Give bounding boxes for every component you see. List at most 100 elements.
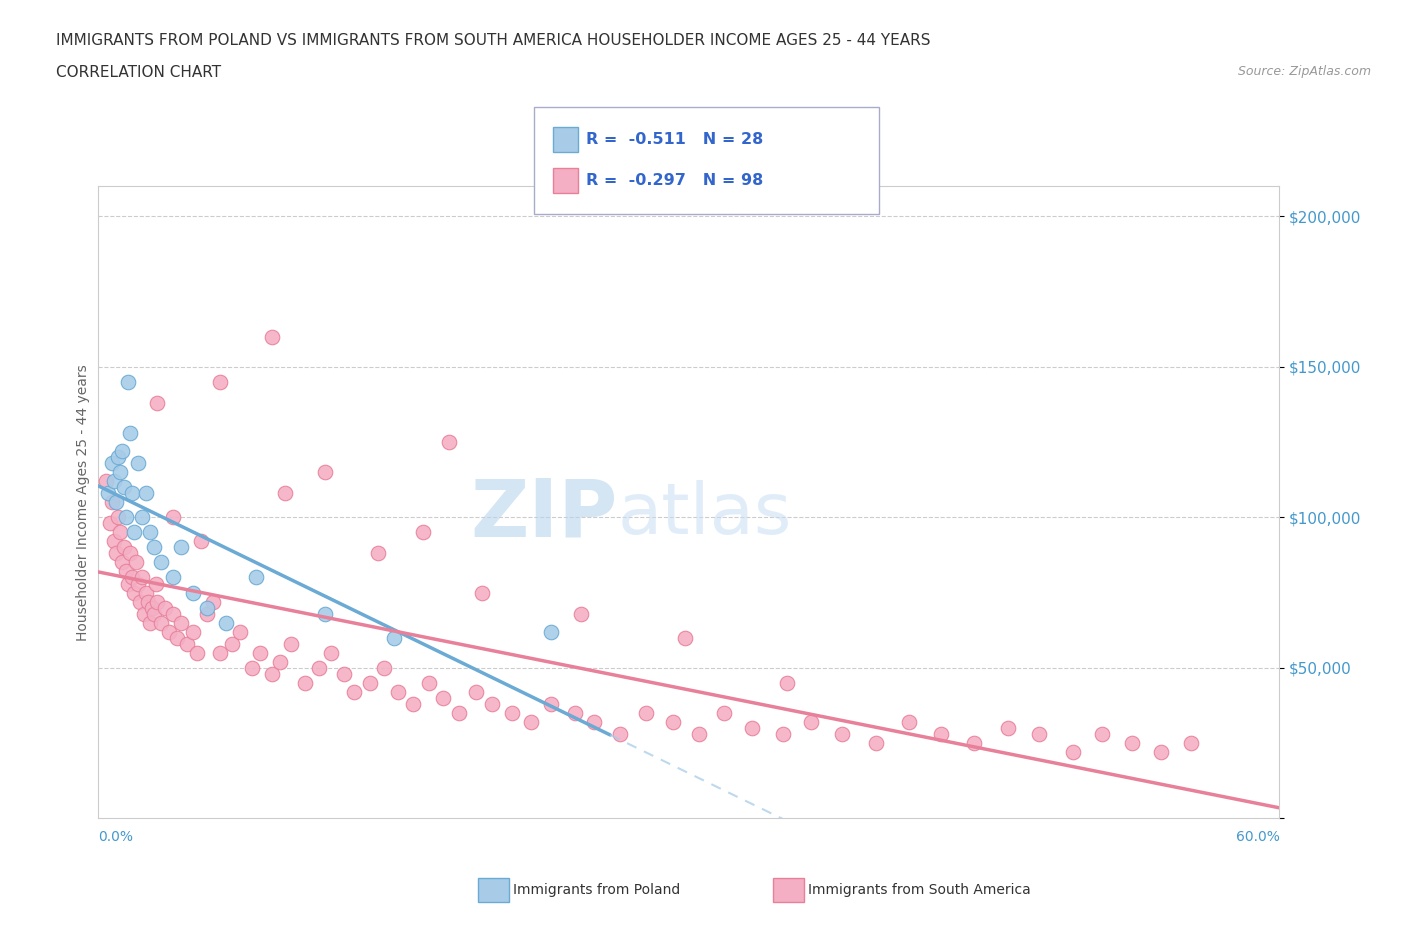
Point xyxy=(929,726,952,741)
Point xyxy=(280,636,302,651)
Point xyxy=(112,480,135,495)
Text: IMMIGRANTS FROM POLAND VS IMMIGRANTS FROM SOUTH AMERICA HOUSEHOLDER INCOME AGES : IMMIGRANTS FROM POLAND VS IMMIGRANTS FRO… xyxy=(56,33,931,47)
Point xyxy=(107,449,129,464)
Point xyxy=(402,697,425,711)
Point xyxy=(776,675,799,690)
Point xyxy=(465,684,488,699)
Point xyxy=(108,525,131,539)
Point xyxy=(181,585,204,600)
Point xyxy=(831,726,853,741)
Point xyxy=(963,736,986,751)
Point xyxy=(176,636,198,651)
Point xyxy=(249,645,271,660)
Point xyxy=(260,329,283,344)
Point xyxy=(195,600,218,615)
Point xyxy=(481,697,503,711)
Point xyxy=(1121,736,1143,751)
Point xyxy=(800,714,823,729)
Point xyxy=(115,510,138,525)
Point xyxy=(432,690,454,705)
Text: atlas: atlas xyxy=(619,481,793,550)
Point xyxy=(359,675,381,690)
Point xyxy=(150,555,173,570)
Point xyxy=(138,525,160,539)
Point xyxy=(343,684,366,699)
Text: R =  -0.511   N = 28: R = -0.511 N = 28 xyxy=(586,132,763,147)
Point xyxy=(1062,745,1084,760)
Point xyxy=(269,655,291,670)
Point xyxy=(131,570,153,585)
Point xyxy=(609,726,631,741)
Point xyxy=(101,495,124,510)
Point xyxy=(447,706,470,721)
Text: ZIP: ZIP xyxy=(471,476,619,554)
Point xyxy=(240,660,263,675)
Point xyxy=(162,510,184,525)
Text: R =  -0.297   N = 98: R = -0.297 N = 98 xyxy=(586,173,763,188)
Point xyxy=(122,525,145,539)
Point xyxy=(382,631,405,645)
Point xyxy=(157,624,180,639)
Point xyxy=(135,585,157,600)
Point xyxy=(118,546,141,561)
Point xyxy=(145,576,167,591)
Point xyxy=(111,555,134,570)
Point xyxy=(412,525,434,539)
Point xyxy=(501,706,523,721)
Point xyxy=(170,540,193,555)
Point xyxy=(713,706,735,721)
Point xyxy=(741,721,763,736)
Text: 0.0%: 0.0% xyxy=(98,830,134,844)
Point xyxy=(308,660,330,675)
Point xyxy=(437,434,460,449)
Text: Immigrants from Poland: Immigrants from Poland xyxy=(513,883,681,897)
Point xyxy=(136,594,159,609)
Point xyxy=(142,606,165,621)
Point xyxy=(97,485,120,500)
Point xyxy=(1180,736,1202,751)
Point xyxy=(117,576,139,591)
Point xyxy=(373,660,395,675)
Point xyxy=(122,585,145,600)
Point xyxy=(127,576,149,591)
Point xyxy=(997,721,1019,736)
Point xyxy=(103,473,125,488)
Point xyxy=(274,485,297,500)
Point xyxy=(229,624,252,639)
Point xyxy=(333,667,356,682)
Text: Source: ZipAtlas.com: Source: ZipAtlas.com xyxy=(1237,65,1371,78)
Point xyxy=(101,456,124,471)
Point xyxy=(105,546,128,561)
Point xyxy=(540,624,562,639)
Point xyxy=(107,510,129,525)
Point xyxy=(112,540,135,555)
Text: 60.0%: 60.0% xyxy=(1236,830,1279,844)
Point xyxy=(117,374,139,389)
Point xyxy=(108,465,131,480)
Point xyxy=(146,594,169,609)
Point xyxy=(162,606,184,621)
Point xyxy=(146,395,169,410)
Point xyxy=(367,546,389,561)
Point xyxy=(131,510,153,525)
Point xyxy=(221,636,243,651)
Point xyxy=(118,426,141,441)
Point xyxy=(170,616,193,631)
Point xyxy=(314,606,336,621)
Point xyxy=(186,645,208,660)
Point xyxy=(162,570,184,585)
Point xyxy=(1091,726,1114,741)
Point xyxy=(209,645,232,660)
Text: Immigrants from South America: Immigrants from South America xyxy=(808,883,1031,897)
Point xyxy=(688,726,710,741)
Point xyxy=(245,570,267,585)
Point xyxy=(150,616,173,631)
Point xyxy=(1150,745,1173,760)
Point xyxy=(201,594,224,609)
Point xyxy=(209,374,232,389)
Point xyxy=(865,736,887,751)
Point xyxy=(540,697,562,711)
Point xyxy=(387,684,409,699)
Point xyxy=(314,465,336,480)
Point xyxy=(564,706,586,721)
